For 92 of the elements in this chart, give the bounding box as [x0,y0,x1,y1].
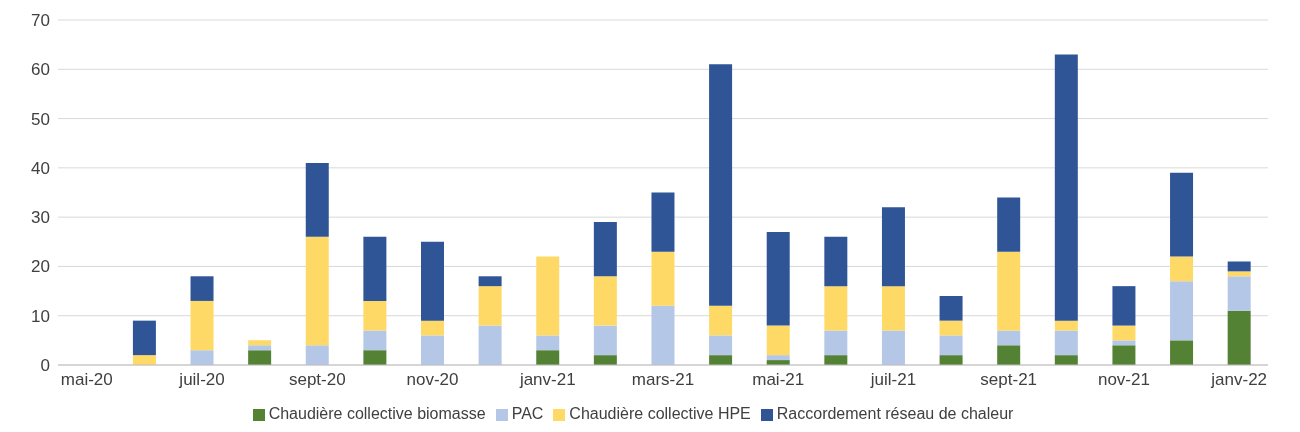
bar [1227,271,1251,277]
bar [881,207,905,287]
y-tick-label: 40 [31,158,50,178]
legend-label: PAC [511,405,544,422]
y-tick-label: 10 [31,306,50,326]
bar [651,192,675,252]
bar [1054,320,1078,331]
bar [190,300,214,351]
bar [997,330,1021,346]
bar [1112,325,1136,341]
x-tick-label: mars-21 [631,370,695,390]
bar [766,231,790,326]
bar [593,325,617,356]
bar [478,276,502,287]
x-tick-label: nov-20 [406,370,459,390]
bar [1112,345,1136,365]
y-tick-label: 60 [31,60,50,80]
bar [593,222,617,277]
bar [997,251,1021,331]
x-tick-label: mai-21 [752,370,805,390]
bar [766,355,790,361]
bar [305,345,329,365]
legend-label: Raccordement réseau de chaleur [776,405,1014,422]
bar [709,335,733,356]
bar [1227,310,1251,365]
x-tick-label: sept-21 [980,370,1038,390]
x-tick-label: juil-21 [869,370,917,390]
bar [1227,261,1251,272]
bar [363,300,387,331]
x-tick-label: sept-20 [288,370,346,390]
bar [709,64,733,306]
x-tick-label: juil-20 [178,370,225,390]
bar [190,350,214,365]
bar [1054,54,1078,321]
y-tick-label: 70 [31,11,50,31]
bar [824,355,848,365]
bar [421,335,444,365]
bar [1170,340,1194,365]
bar [248,340,272,346]
legend-label: Chaudière collective biomasse [268,405,486,422]
bar [1112,286,1136,326]
bar [421,320,444,336]
bar [824,286,848,331]
bar [1170,256,1194,282]
x-tick-label: mai-20 [60,370,113,390]
bar [1227,276,1251,311]
bar [939,335,963,356]
bar [305,236,329,346]
bar [709,305,733,336]
legend-label: Chaudière collective HPE [569,405,751,422]
x-tick-label: janv-21 [518,370,576,390]
bar [132,355,156,365]
y-tick-label: 0 [40,356,50,376]
bar [1170,281,1194,341]
bar [651,305,675,365]
bar [478,325,502,365]
bar [709,355,733,365]
bar [651,251,675,306]
bar [997,345,1021,365]
bar [881,330,905,365]
x-tick-label: nov-21 [1097,370,1150,390]
bar [132,320,156,356]
bar [1170,172,1194,257]
bar [593,276,617,326]
bar [536,350,560,365]
bar [363,350,387,365]
bar [421,241,444,321]
bar [248,350,272,365]
y-tick-label: 20 [31,257,50,277]
bar [939,355,963,365]
x-tick-label: janv-22 [1210,370,1268,390]
bar [1054,330,1078,356]
bar [824,330,848,356]
bar [536,335,560,351]
bar [766,325,790,356]
bar [939,296,963,321]
y-tick-label: 30 [31,208,50,228]
bar [1112,340,1136,346]
bar [363,236,387,301]
bar [939,320,963,336]
bar [536,256,560,336]
y-tick-label: 50 [31,109,50,129]
bar [305,162,329,237]
bar [478,286,502,326]
bar [997,197,1021,252]
bar [248,345,272,351]
bar [1054,355,1078,365]
bar [363,330,387,351]
bar [593,355,617,365]
bar [190,276,214,301]
bar [824,236,848,287]
bar [881,286,905,331]
